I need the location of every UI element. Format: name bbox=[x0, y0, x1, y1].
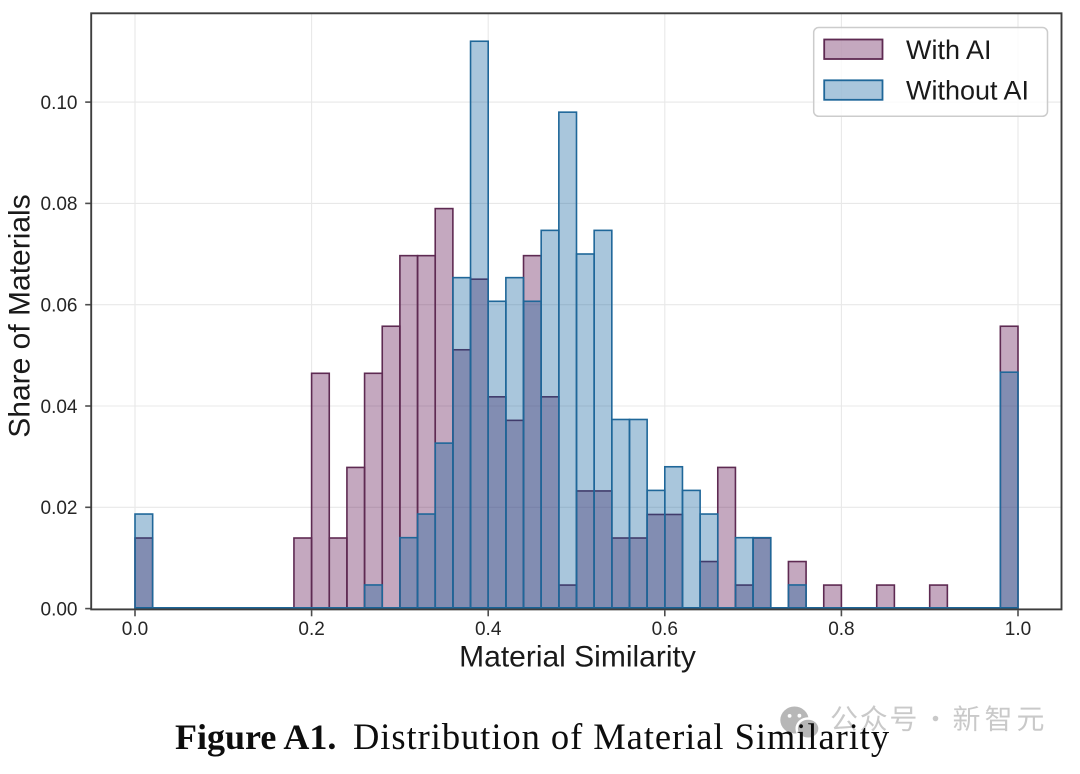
svg-text:With AI: With AI bbox=[906, 35, 992, 65]
svg-text:0.00: 0.00 bbox=[41, 599, 78, 620]
svg-text:Material Similarity: Material Similarity bbox=[459, 641, 696, 674]
svg-text:0.4: 0.4 bbox=[475, 619, 502, 640]
svg-text:0.2: 0.2 bbox=[298, 619, 324, 640]
svg-text:0.06: 0.06 bbox=[41, 296, 78, 317]
svg-text:Share of Materials: Share of Materials bbox=[4, 194, 37, 437]
svg-text:0.8: 0.8 bbox=[828, 619, 854, 640]
svg-text:0.6: 0.6 bbox=[652, 619, 678, 640]
svg-text:Distribution of Material Simil: Distribution of Material Similarity bbox=[353, 716, 890, 757]
svg-text:0.10: 0.10 bbox=[41, 93, 78, 114]
svg-text:0.0: 0.0 bbox=[122, 619, 148, 640]
svg-text:1.0: 1.0 bbox=[1005, 619, 1031, 640]
svg-text:0.04: 0.04 bbox=[41, 397, 78, 418]
svg-text:Figure A1.: Figure A1. bbox=[175, 717, 336, 757]
svg-text:0.08: 0.08 bbox=[41, 194, 78, 215]
svg-text:Without AI: Without AI bbox=[906, 76, 1029, 106]
svg-text:0.02: 0.02 bbox=[41, 498, 78, 519]
